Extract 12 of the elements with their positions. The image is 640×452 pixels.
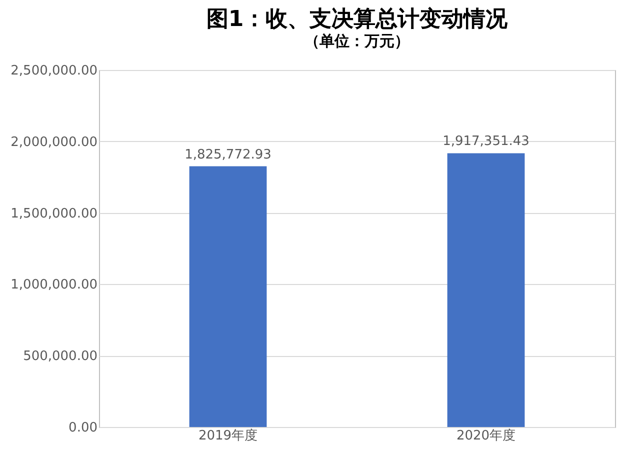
y-tick-label: 2,500,000.00: [10, 64, 98, 78]
data-label: 1,825,772.93: [184, 147, 272, 162]
chart-subtitle: （单位：万元）: [304, 32, 410, 50]
chart-title: 图1：收、支决算总计变动情况: [206, 6, 509, 32]
y-tick-label: 500,000.00: [23, 349, 98, 364]
x-tick-label: 2020年度: [456, 428, 516, 444]
y-tick-label: 0.00: [68, 420, 98, 436]
x-tick-label: 2019年度: [198, 428, 258, 444]
y-tick-label: 1,500,000.00: [10, 206, 98, 222]
y-tick-label: 2,000,000.00: [10, 134, 98, 150]
y-tick-label: 1,000,000.00: [10, 278, 98, 293]
data-label: 1,917,351.43: [442, 134, 530, 150]
